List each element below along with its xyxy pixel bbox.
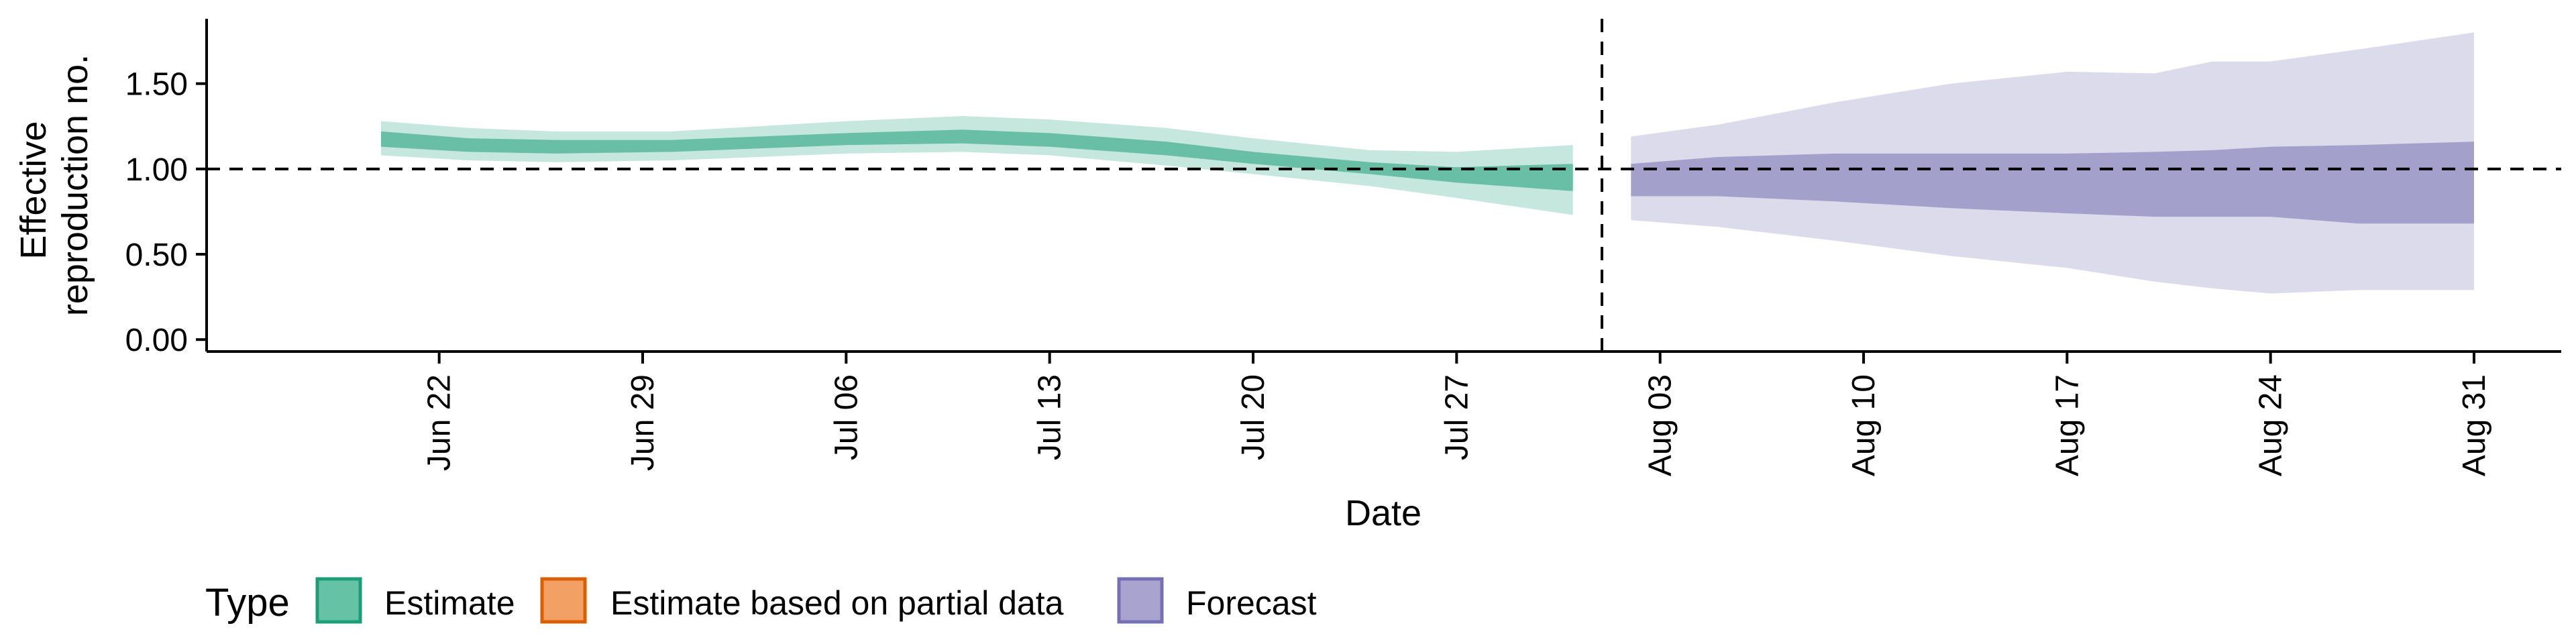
x-tick-label-jul-13: Jul 13 [1032, 374, 1068, 460]
x-tick-label-aug-31: Aug 31 [2457, 374, 2492, 476]
x-tick-label-jun-22: Jun 22 [422, 374, 458, 471]
legend-item-estimate: Estimate [315, 577, 515, 624]
legend: Type Estimate Estimate based on partial … [205, 577, 1317, 625]
x-tick-label-jun-29: Jun 29 [625, 374, 661, 471]
legend-key-forecast [1117, 577, 1164, 624]
legend-item-forecast: Forecast [1117, 577, 1317, 624]
legend-key-estimate [315, 577, 362, 624]
x-tick-label-jul-20: Jul 20 [1236, 374, 1271, 460]
x-tick-label-aug-10: Aug 10 [1846, 374, 1882, 476]
x-axis-ticks: Jun 22 Jun 29 Jul 06 Jul 13 Jul 20 Jul 27 Aug … [422, 352, 2492, 476]
y-tick-label-0-50: 0.50 [125, 237, 188, 273]
x-tick-label-aug-24: Aug 24 [2253, 374, 2289, 476]
y-axis-ticks: 0.00 0.50 1.00 1.50 [125, 67, 207, 358]
x-tick-label-jul-27: Jul 27 [1439, 374, 1474, 460]
x-axis-title: Date [1345, 493, 1421, 533]
legend-title: Type [205, 581, 290, 625]
legend-label-estimate: Estimate [384, 584, 515, 622]
x-tick-label-aug-17: Aug 17 [2049, 374, 2085, 476]
forecast-band-50 [1631, 142, 2474, 224]
legend-label-forecast: Forecast [1186, 584, 1317, 622]
x-tick-label-jul-06: Jul 06 [828, 374, 864, 460]
legend-item-estimate-partial: Estimate based on partial data [540, 577, 1064, 624]
y-axis-title-line-1: Effective [13, 121, 54, 259]
y-axis-title: Effective reproduction no. [13, 54, 95, 316]
y-axis-title-line-2: reproduction no. [55, 54, 95, 316]
uncertainty-bands [381, 32, 2474, 294]
estimate-band-50 [381, 129, 1573, 191]
y-tick-label-1-50: 1.50 [125, 67, 188, 103]
y-tick-label-0-00: 0.00 [125, 323, 188, 358]
x-tick-label-aug-03: Aug 03 [1643, 374, 1678, 476]
legend-key-estimate-partial [540, 577, 587, 624]
legend-label-estimate-partial: Estimate based on partial data [610, 584, 1064, 622]
y-tick-label-1-00: 1.00 [125, 152, 188, 188]
